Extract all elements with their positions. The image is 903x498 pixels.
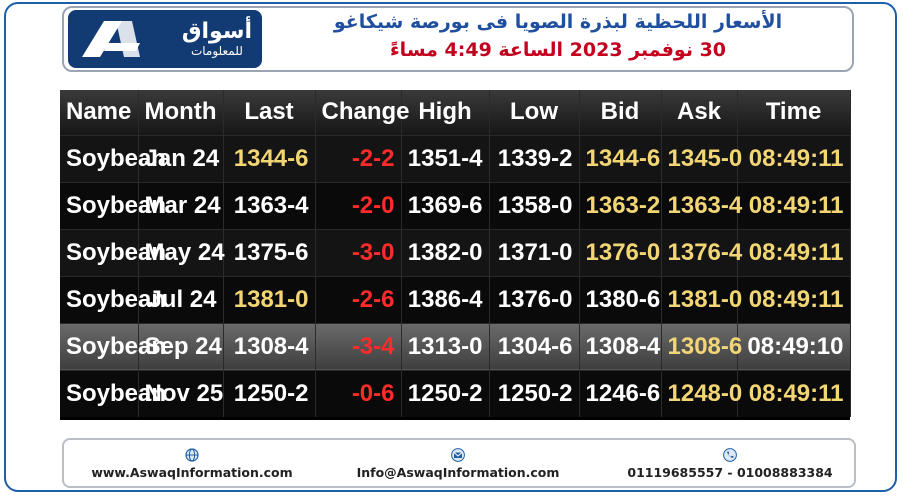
cell-bid: 1246-6: [579, 369, 662, 417]
cell-name: Soybean: [60, 134, 166, 182]
cell-name: Soybean: [60, 275, 166, 323]
footer-website[interactable]: www.AswaqInformation.com: [74, 448, 310, 480]
cell-month: Nov 25: [138, 369, 224, 417]
email-link[interactable]: Info@AswaqInformation.com: [356, 465, 560, 480]
cell-last: 1381-0: [223, 275, 316, 323]
footer-phone[interactable]: 01119685557 - 01008883384: [612, 448, 848, 480]
contact-footer: www.AswaqInformation.com Info@AswaqInfor…: [62, 438, 856, 488]
phone-icon: [723, 448, 737, 462]
cell-bid: 1380-6: [579, 275, 662, 323]
cell-time: 08:49:11: [737, 181, 851, 229]
cell-name: Soybean: [60, 181, 166, 229]
title-line-1: الأسعار اللحظية لبذرة الصويا فى بورصة شي…: [333, 11, 783, 33]
logo-text: أسواق للمعلومات: [181, 19, 252, 59]
cell-high: 1382-0: [401, 228, 490, 276]
phone-numbers[interactable]: 01119685557 - 01008883384: [627, 465, 833, 480]
table-row: Soybean Nov 25 1250-2 -0-6 1250-2 1250-2…: [60, 369, 851, 417]
cell-month: Sep 24: [138, 322, 224, 370]
cell-month: Jan 24: [138, 134, 224, 182]
header-low: Low: [489, 90, 580, 135]
title-line-2: 30 نوفمبر 2023 الساعة 4:49 مساءً: [389, 39, 727, 61]
cell-ask: 1248-0: [661, 369, 742, 417]
cell-name: Soybean: [60, 369, 166, 417]
cell-high: 1351-4: [401, 134, 490, 182]
cell-bid: 1363-2: [579, 181, 662, 229]
cell-change: -2-0: [315, 181, 402, 229]
cell-high: 1313-0: [401, 322, 490, 370]
cell-low: 1304-6: [489, 322, 580, 370]
cell-high: 1250-2: [401, 369, 490, 417]
cell-time: 08:49:11: [737, 134, 851, 182]
header-month: Month: [138, 90, 224, 135]
table-row: Soybean Jan 24 1344-6 -2-2 1351-4 1339-2…: [60, 134, 851, 182]
logo-arabic-subtitle: للمعلومات: [190, 44, 243, 58]
logo-a-icon: [82, 21, 140, 57]
brand-logo: أسواق للمعلومات: [68, 10, 262, 68]
cell-ask: 1381-0: [661, 275, 742, 323]
page-title: الأسعار اللحظية لبذرة الصويا فى بورصة شي…: [270, 8, 846, 64]
table-row: Soybean Jul 24 1381-0 -2-6 1386-4 1376-0…: [60, 275, 851, 323]
email-icon: [451, 448, 465, 462]
cell-month: Jul 24: [138, 275, 224, 323]
logo-arabic-name: أسواق: [181, 19, 252, 44]
header-last: Last: [223, 90, 316, 135]
cell-ask: 1308-6: [661, 322, 742, 370]
footer-email[interactable]: Info@AswaqInformation.com: [340, 448, 576, 480]
cell-last: 1308-4: [223, 322, 316, 370]
globe-icon: [185, 448, 199, 462]
header-change: Change: [315, 90, 410, 135]
cell-ask: 1376-4: [661, 228, 742, 276]
cell-last: 1363-4: [223, 181, 316, 229]
cell-low: 1371-0: [489, 228, 580, 276]
cell-last: 1250-2: [223, 369, 316, 417]
cell-low: 1376-0: [489, 275, 580, 323]
table-header-row: Name Month Last Change High Low Bid Ask …: [60, 90, 851, 135]
header-ask: Ask: [661, 90, 738, 135]
cell-change: -3-4: [315, 322, 402, 370]
cell-change: -0-6: [315, 369, 402, 417]
cell-time: 08:49:11: [737, 369, 851, 417]
cell-bid: 1344-6: [579, 134, 662, 182]
price-table-container: Name Month Last Change High Low Bid Ask …: [60, 90, 851, 420]
cell-bid: 1308-4: [579, 322, 662, 370]
cell-change: -2-2: [315, 134, 402, 182]
cell-change: -2-6: [315, 275, 402, 323]
cell-time: 08:49:11: [737, 275, 851, 323]
cell-bid: 1376-0: [579, 228, 662, 276]
cell-low: 1358-0: [489, 181, 580, 229]
cell-month: May 24: [138, 228, 225, 276]
header-time: Time: [737, 90, 851, 135]
cell-ask: 1363-4: [661, 181, 742, 229]
cell-low: 1250-2: [489, 369, 580, 417]
cell-ask: 1345-0: [661, 134, 742, 182]
cell-time: 08:49:10: [737, 322, 851, 370]
cell-name: Soybean: [60, 322, 166, 370]
header-high: High: [401, 90, 490, 135]
cell-high: 1386-4: [401, 275, 490, 323]
price-table: Name Month Last Change High Low Bid Ask …: [60, 90, 851, 417]
cell-low: 1339-2: [489, 134, 580, 182]
cell-month: Mar 24: [138, 181, 224, 229]
table-row: Soybean May 24 1375-6 -3-0 1382-0 1371-0…: [60, 228, 851, 276]
cell-high: 1369-6: [401, 181, 490, 229]
cell-name: Soybean: [60, 228, 166, 276]
table-row: Soybean Sep 24 1308-4 -3-4 1313-0 1304-6…: [60, 322, 851, 370]
cell-last: 1344-6: [223, 134, 316, 182]
header-bid: Bid: [579, 90, 662, 135]
cell-change: -3-0: [315, 228, 402, 276]
website-link[interactable]: www.AswaqInformation.com: [91, 465, 293, 480]
table-row: Soybean Mar 24 1363-4 -2-0 1369-6 1358-0…: [60, 181, 851, 229]
cell-last: 1375-6: [223, 228, 316, 276]
header-name: Name: [60, 90, 139, 135]
cell-time: 08:49:11: [737, 228, 851, 276]
